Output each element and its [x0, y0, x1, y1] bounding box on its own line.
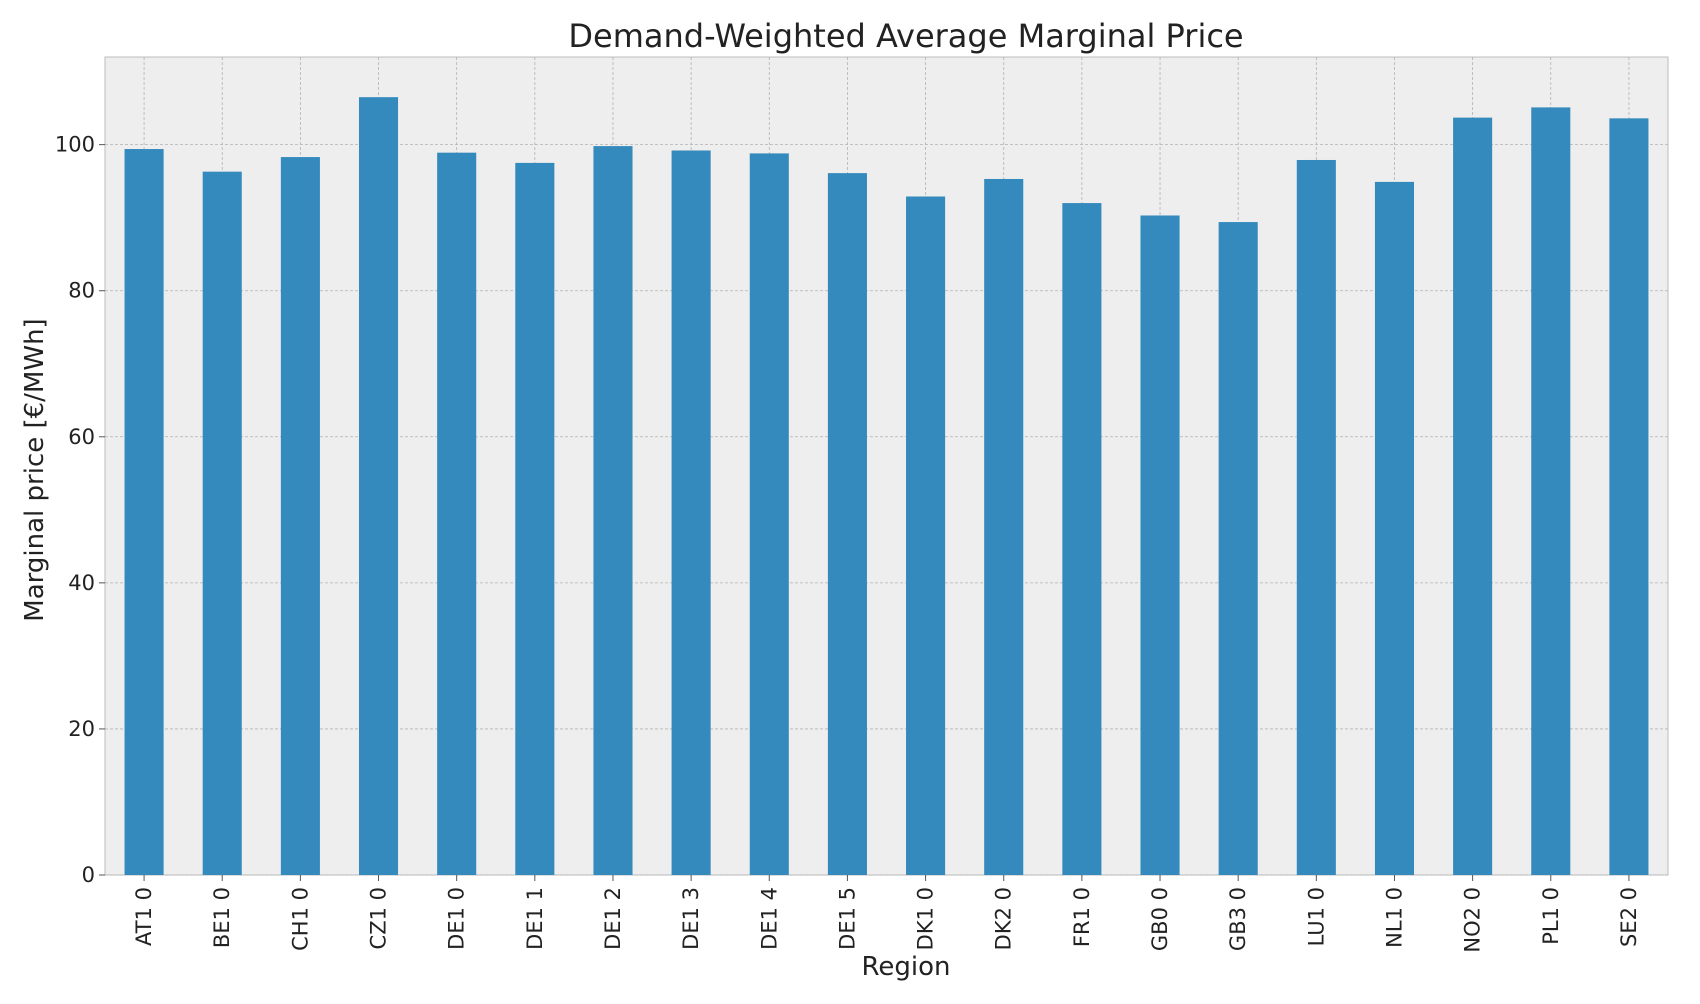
x-tick-label: GB3 0 — [1226, 887, 1250, 951]
x-tick-label: CZ1 0 — [367, 887, 391, 949]
x-tick-label: DE1 4 — [757, 887, 781, 950]
bar — [437, 152, 477, 876]
x-tick-label: DE1 0 — [445, 887, 469, 950]
x-tick-label: AT1 0 — [132, 887, 156, 946]
chart-title: Demand-Weighted Average Marginal Price — [568, 17, 1243, 55]
y-tick-label: 40 — [68, 571, 95, 595]
bar — [358, 97, 399, 876]
x-tick-label: DK1 0 — [914, 887, 938, 950]
x-tick-label: SE2 0 — [1617, 887, 1641, 947]
x-tick-label: NL1 0 — [1382, 887, 1406, 948]
y-axis-label: Marginal price [€/MWh] — [20, 318, 50, 621]
x-tick-label: DK2 0 — [992, 887, 1016, 950]
x-axis-label: Region — [861, 952, 950, 982]
bar — [280, 157, 320, 875]
bar — [1453, 117, 1493, 876]
y-tick-label: 0 — [82, 863, 95, 887]
x-tick-label: DE1 2 — [601, 887, 625, 950]
y-tick-label: 100 — [55, 133, 95, 157]
bar — [1140, 215, 1180, 876]
bar — [1374, 181, 1415, 876]
bar — [1531, 107, 1571, 875]
x-tick-label: DE1 1 — [523, 887, 547, 950]
x-tick-label: DE1 5 — [835, 887, 859, 950]
y-tick-label: 20 — [68, 717, 95, 741]
bar — [1062, 203, 1102, 876]
bar — [1218, 222, 1258, 875]
x-tick-label: NO2 0 — [1461, 887, 1485, 953]
bar — [827, 173, 867, 876]
x-tick-label: FR1 0 — [1070, 887, 1094, 947]
bar — [984, 178, 1024, 875]
y-tick-label: 60 — [68, 425, 95, 449]
bar — [749, 153, 789, 875]
bar — [1296, 159, 1336, 876]
bar — [515, 162, 555, 875]
x-tick-label: LU1 0 — [1304, 887, 1328, 946]
x-tick-label: GB0 0 — [1148, 887, 1172, 951]
bar — [593, 146, 633, 875]
bar — [202, 171, 242, 875]
x-tick-label: CH1 0 — [288, 887, 312, 951]
x-tick-label: PL1 0 — [1539, 887, 1563, 945]
bar — [671, 150, 711, 875]
plot-area — [104, 56, 1669, 876]
x-tick-label: DE1 3 — [679, 887, 703, 950]
y-tick-label: 80 — [68, 279, 95, 303]
bar — [906, 196, 946, 875]
bar — [124, 149, 164, 875]
x-tick-label: BE1 0 — [210, 887, 234, 948]
bar — [1609, 118, 1649, 876]
